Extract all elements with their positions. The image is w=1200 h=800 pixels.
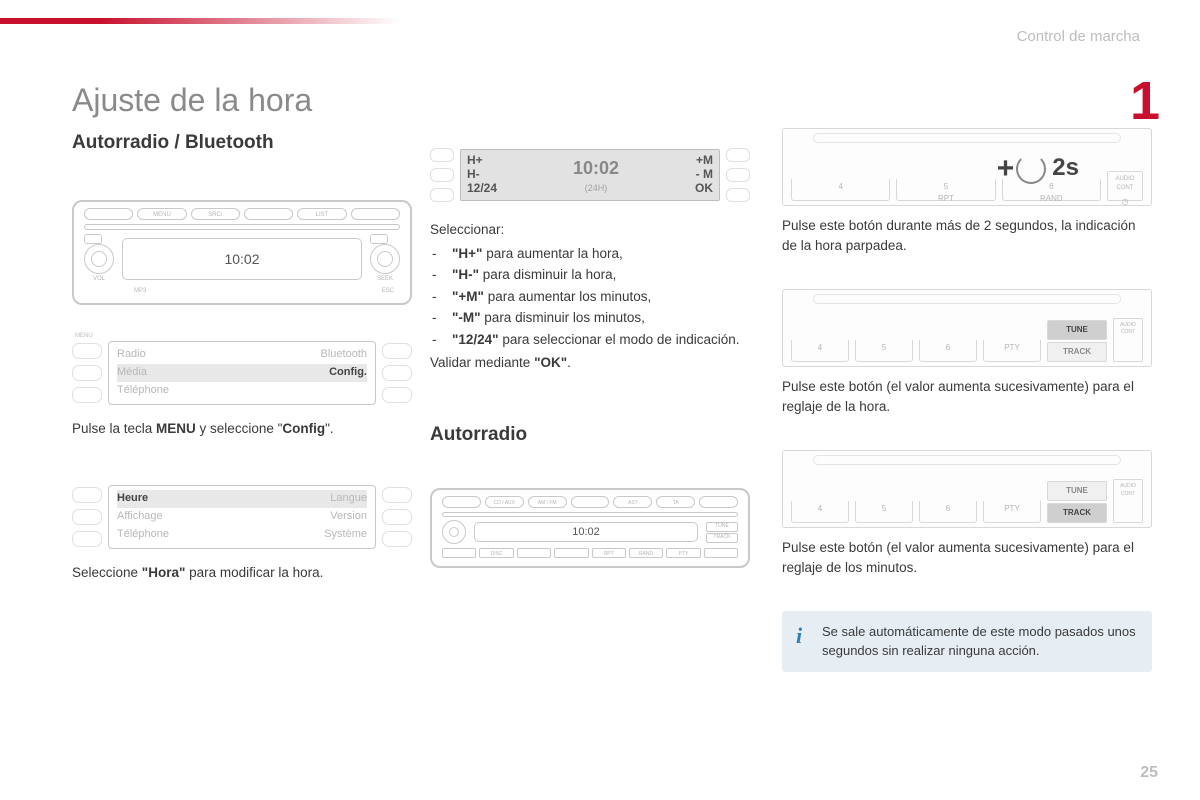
info-box: i Se sale automáticamente de este modo p…	[782, 611, 1152, 671]
esc-label: ESC	[382, 287, 394, 296]
info-icon: i	[796, 621, 802, 652]
num-btn: 5	[855, 501, 913, 523]
panel-tune: 4 5 6 PTY TUNE TRACK AUDIO CONT	[782, 289, 1152, 367]
cd-slot	[84, 224, 400, 230]
col3: +2s 4 5RPT 6RAND AUDIO CONT ◷ CLOCK Puls…	[782, 128, 1152, 672]
radio2-diagram: CD / AUX AM / FM AST TA 10:02 TUNE TRACK…	[430, 488, 750, 568]
vol-knob-2	[442, 520, 466, 544]
radio-top-btn: MENU	[137, 208, 186, 220]
page-title: Ajuste de la hora	[72, 82, 312, 119]
left-knob-group: VOL	[84, 234, 114, 284]
audio-cont: AUDIO CONT	[1113, 318, 1143, 362]
options-list: -"H+" para aumentar la hora, -"H-" para …	[430, 244, 750, 350]
subtitle-autorradio: Autorradio	[430, 421, 750, 449]
caption-p1: Pulse este botón durante más de 2 segund…	[782, 216, 1152, 255]
seek-knob	[370, 244, 400, 274]
radio2-lcd: 10:02	[474, 522, 698, 542]
num-btn: 4	[791, 179, 890, 201]
select-intro: Seleccionar:	[430, 220, 750, 240]
num-btn: 4	[791, 340, 849, 362]
volume-knob	[84, 244, 114, 274]
menu-screen-2: HeureLangue AffichageVersion TéléphoneSy…	[72, 485, 412, 549]
num-btn: 5	[855, 340, 913, 362]
header-section-label: Control de marcha	[1017, 28, 1140, 45]
col1: MENU SRC/ LIST VOL 10:02 SEEK MP3 ESC	[72, 200, 412, 582]
right-knob-group: SEEK	[370, 234, 400, 284]
radio-unit-diagram: MENU SRC/ LIST VOL 10:02 SEEK MP3 ESC	[72, 200, 412, 305]
tune-track-stack-2: TUNE TRACK	[1047, 481, 1107, 523]
radio-lcd: 10:02	[122, 238, 362, 280]
header-accent-bar	[0, 18, 400, 24]
radio-top-btn	[84, 208, 133, 220]
num-btn: 6	[919, 501, 977, 523]
caption-p3: Pulse este botón (el valor aumenta suces…	[782, 538, 1152, 577]
chapter-number: 1	[1130, 70, 1160, 132]
num-btn: 4	[791, 501, 849, 523]
num-btn: 5RPT	[896, 179, 995, 201]
radio-top-btn	[351, 208, 400, 220]
radio-top-btn: SRC/	[191, 208, 240, 220]
radio-top-btn	[244, 208, 293, 220]
col2: H+ H- 12/24 10:02 (24H) +M - M OK Selecc…	[430, 148, 750, 568]
subtitle-bluetooth: Autorradio / Bluetooth	[72, 132, 274, 154]
cd-slot-2	[442, 512, 738, 517]
num-btn: PTY	[983, 340, 1041, 362]
caption-menu1: Pulse la tecla MENU y seleccione "Config…	[72, 419, 412, 439]
tune-track-stack: TUNE TRACK	[1047, 320, 1107, 362]
panel-2s: +2s 4 5RPT 6RAND AUDIO CONT ◷ CLOCK	[782, 128, 1152, 206]
num-btn: 6RAND	[1002, 179, 1101, 201]
info-text: Se sale automáticamente de este modo pas…	[822, 624, 1136, 657]
clock-button: AUDIO CONT ◷ CLOCK	[1107, 171, 1143, 201]
caption-p2: Pulse este botón (el valor aumenta suces…	[782, 377, 1152, 416]
hm-lcd-diagram: H+ H- 12/24 10:02 (24H) +M - M OK	[430, 148, 750, 202]
page-number: 25	[1140, 764, 1158, 782]
panel-track: 4 5 6 PTY TUNE TRACK AUDIO CONT	[782, 450, 1152, 528]
radio-top-btn: LIST	[297, 208, 346, 220]
menu-screen-1: MENU RadioBluetooth MédiaConfig. Télépho…	[72, 341, 412, 405]
validate-line: Validar mediante "OK".	[430, 353, 750, 373]
num-btn: 6	[919, 340, 977, 362]
caption-menu2: Seleccione "Hora" para modificar la hora…	[72, 563, 412, 583]
mp3-label: MP3	[134, 287, 146, 296]
audio-cont-2: AUDIO CONT	[1113, 479, 1143, 523]
num-btn: PTY	[983, 501, 1041, 523]
